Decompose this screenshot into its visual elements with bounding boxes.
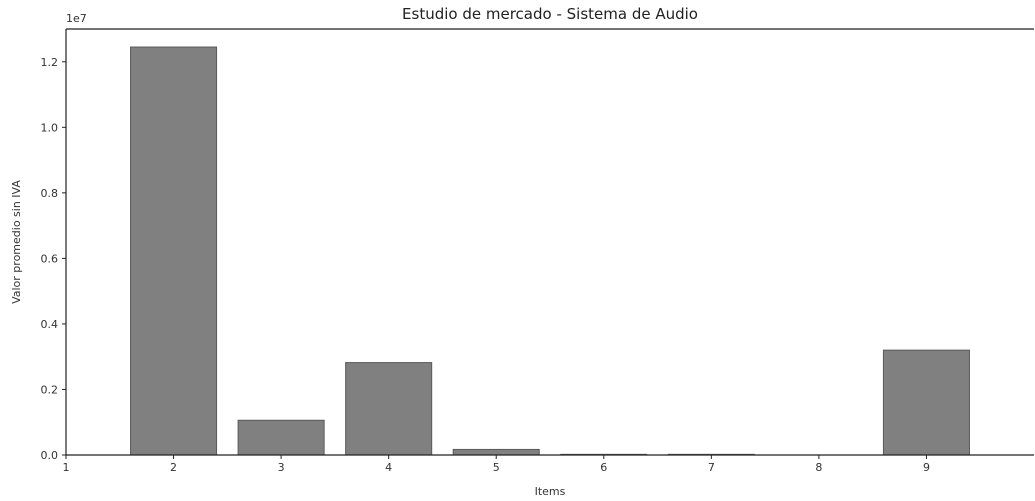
x-tick-label: 8 [815,461,822,474]
y-tick-label: 0.8 [41,187,59,200]
bar-4 [345,362,433,456]
x-tick-label: 3 [278,461,285,474]
x-ticks-group: 1 2 3 4 5 6 7 8 9 [63,455,930,474]
x-tick-label: 6 [600,461,607,474]
x-tick-label: 9 [923,461,930,474]
x-tick-label: 1 [63,461,70,474]
bar-9 [882,349,970,456]
y-ticks-group: 0.0 0.2 0.4 0.6 0.8 1.0 1.2 [41,56,66,462]
bars-group [130,46,970,456]
y-tick-label: 1.2 [41,56,59,69]
x-tick-label: 7 [708,461,715,474]
y-tick-label: 0.4 [41,318,59,331]
x-tick-label: 4 [385,461,392,474]
x-tick-label: 2 [170,461,177,474]
chart-title: Estudio de mercado - Sistema de Audio [402,5,698,23]
y-tick-label: 1.0 [41,121,59,134]
y-tick-label: 0.0 [41,449,59,462]
bar-3 [237,419,325,456]
bar-5 [452,448,540,456]
bar-2 [130,46,218,456]
y-axis-multiplier: 1e7 [66,12,87,25]
axes-group [65,28,1034,456]
y-tick-label: 0.6 [41,252,59,265]
x-axis-label: Items [535,485,566,498]
x-tick-label: 5 [493,461,500,474]
y-axis-label: Valor promedio sin IVA [10,180,23,304]
y-tick-label: 0.2 [41,383,59,396]
